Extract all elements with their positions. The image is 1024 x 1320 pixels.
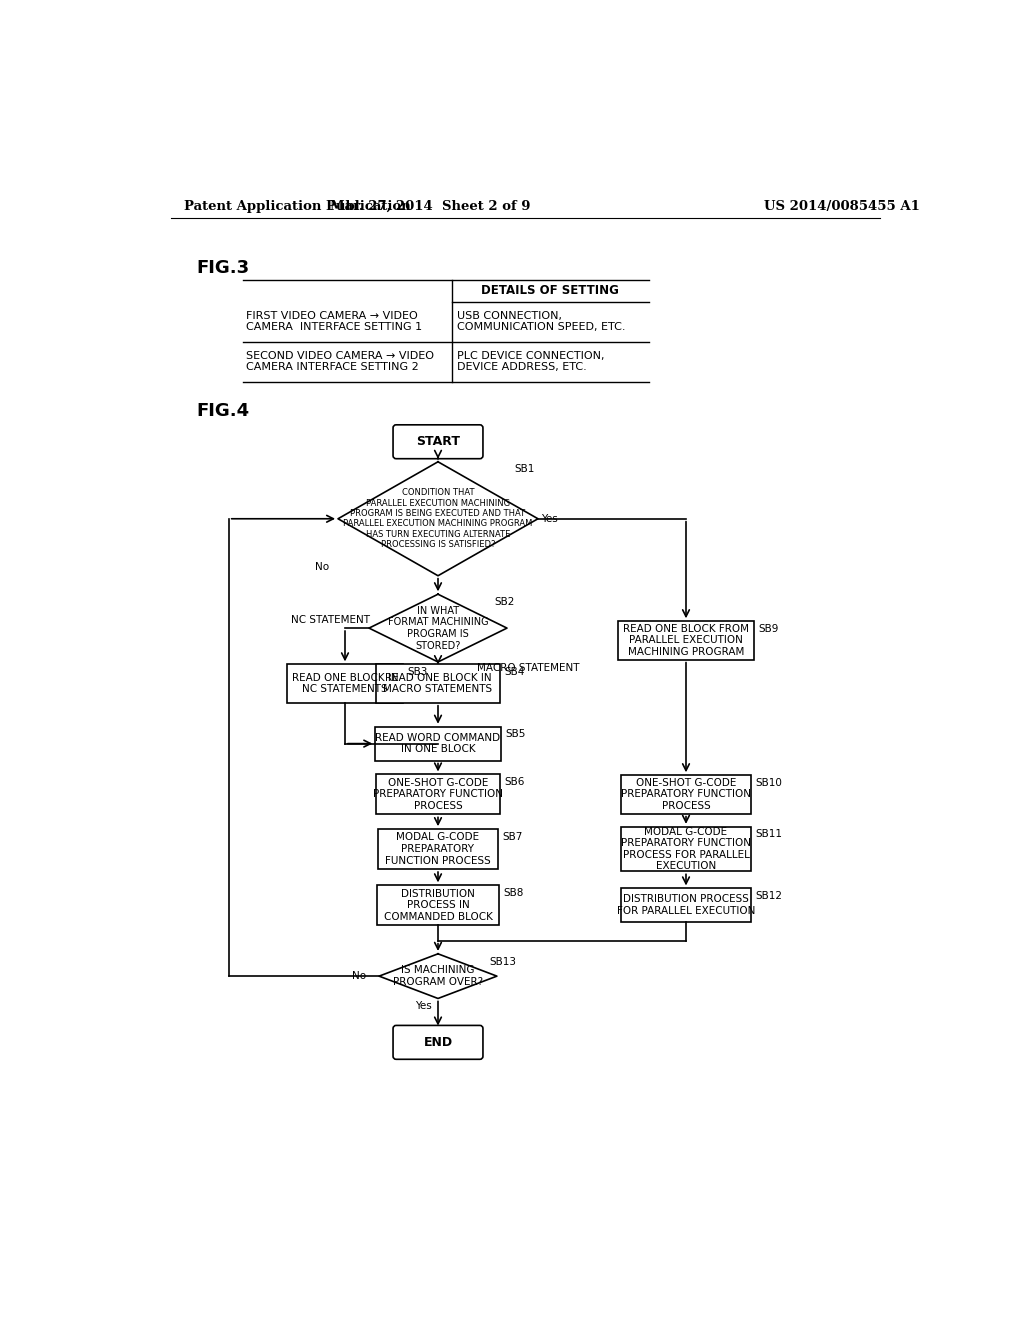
Text: Yes: Yes	[541, 513, 558, 524]
FancyBboxPatch shape	[393, 1026, 483, 1059]
Text: SECOND VIDEO CAMERA → VIDEO
CAMERA INTERFACE SETTING 2: SECOND VIDEO CAMERA → VIDEO CAMERA INTER…	[246, 351, 434, 372]
Text: READ WORD COMMAND
IN ONE BLOCK: READ WORD COMMAND IN ONE BLOCK	[376, 733, 501, 755]
Text: DETAILS OF SETTING: DETAILS OF SETTING	[481, 284, 620, 297]
Text: FIRST VIDEO CAMERA → VIDEO
CAMERA  INTERFACE SETTING 1: FIRST VIDEO CAMERA → VIDEO CAMERA INTERF…	[246, 310, 422, 333]
Text: MODAL G-CODE
PREPARATORY FUNCTION
PROCESS FOR PARALLEL
EXECUTION: MODAL G-CODE PREPARATORY FUNCTION PROCES…	[621, 826, 751, 871]
FancyBboxPatch shape	[393, 425, 483, 459]
Text: READ ONE BLOCK FROM
PARALLEL EXECUTION
MACHINING PROGRAM: READ ONE BLOCK FROM PARALLEL EXECUTION M…	[623, 624, 749, 657]
Text: No: No	[352, 972, 366, 981]
Bar	[377, 886, 500, 925]
Text: SB6: SB6	[505, 777, 525, 787]
Text: MACRO STATEMENT: MACRO STATEMENT	[477, 663, 580, 673]
Text: READ ONE BLOCK IN
NC STATEMENTS: READ ONE BLOCK IN NC STATEMENTS	[292, 673, 398, 694]
Text: SB4: SB4	[505, 667, 525, 677]
Bar	[618, 622, 754, 660]
Text: DISTRIBUTION
PROCESS IN
COMMANDED BLOCK: DISTRIBUTION PROCESS IN COMMANDED BLOCK	[384, 888, 493, 921]
Text: IS MACHINING
PROGRAM OVER?: IS MACHINING PROGRAM OVER?	[393, 965, 483, 987]
Text: SB3: SB3	[408, 667, 428, 677]
Bar	[378, 829, 498, 869]
Text: No: No	[314, 561, 329, 572]
Bar	[621, 888, 751, 923]
Text: SB12: SB12	[756, 891, 782, 902]
Text: SB7: SB7	[503, 832, 523, 842]
Text: NC STATEMENT: NC STATEMENT	[291, 615, 370, 626]
Text: DISTRIBUTION PROCESS
FOR PARALLEL EXECUTION: DISTRIBUTION PROCESS FOR PARALLEL EXECUT…	[616, 895, 755, 916]
Text: MODAL G-CODE
PREPARATORY
FUNCTION PROCESS: MODAL G-CODE PREPARATORY FUNCTION PROCES…	[385, 833, 490, 866]
Text: SB5: SB5	[506, 730, 525, 739]
Text: US 2014/0085455 A1: US 2014/0085455 A1	[764, 199, 920, 213]
Text: READ ONE BLOCK IN
MACRO STATEMENTS: READ ONE BLOCK IN MACRO STATEMENTS	[383, 673, 493, 694]
Text: SB1: SB1	[515, 465, 536, 474]
Bar	[287, 664, 403, 702]
Text: FIG.4: FIG.4	[197, 403, 249, 420]
Text: SB10: SB10	[756, 777, 782, 788]
Bar	[376, 775, 500, 814]
Text: SB11: SB11	[756, 829, 782, 840]
Text: PLC DEVICE CONNECTION,
DEVICE ADDRESS, ETC.: PLC DEVICE CONNECTION, DEVICE ADDRESS, E…	[457, 351, 604, 372]
Text: START: START	[416, 436, 460, 449]
Text: IN WHAT
FORMAT MACHINING
PROGRAM IS
STORED?: IN WHAT FORMAT MACHINING PROGRAM IS STOR…	[388, 606, 488, 651]
Text: Yes: Yes	[415, 1001, 431, 1011]
Text: CONDITION THAT
PARALLEL EXECUTION MACHINING
PROGRAM IS BEING EXECUTED AND THAT
P: CONDITION THAT PARALLEL EXECUTION MACHIN…	[343, 488, 532, 549]
Bar	[376, 664, 500, 702]
Text: Patent Application Publication: Patent Application Publication	[183, 199, 411, 213]
Text: END: END	[424, 1036, 453, 1049]
Text: USB CONNECTION,
COMMUNICATION SPEED, ETC.: USB CONNECTION, COMMUNICATION SPEED, ETC…	[457, 310, 625, 333]
Text: ONE-SHOT G-CODE
PREPARATORY FUNCTION
PROCESS: ONE-SHOT G-CODE PREPARATORY FUNCTION PRO…	[621, 777, 751, 810]
Text: ONE-SHOT G-CODE
PREPARATORY FUNCTION
PROCESS: ONE-SHOT G-CODE PREPARATORY FUNCTION PRO…	[373, 777, 503, 810]
Text: FIG.3: FIG.3	[197, 259, 249, 277]
Text: SB13: SB13	[489, 957, 516, 966]
Bar	[621, 775, 751, 813]
Text: Mar. 27, 2014  Sheet 2 of 9: Mar. 27, 2014 Sheet 2 of 9	[330, 199, 530, 213]
Text: SB2: SB2	[495, 597, 515, 607]
Text: SB9: SB9	[759, 624, 779, 634]
Bar	[375, 726, 501, 760]
Text: SB8: SB8	[504, 888, 524, 898]
Bar	[621, 826, 751, 871]
